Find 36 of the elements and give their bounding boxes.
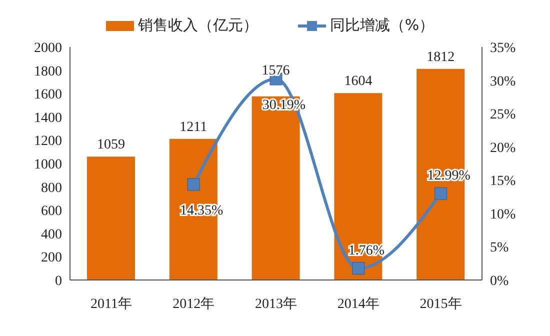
y2-tick-label: 35% <box>490 40 516 56</box>
y-tick-label: 1800 <box>34 64 62 80</box>
y-tick-label: 1400 <box>34 110 62 126</box>
y-tick-label: 1200 <box>34 134 62 150</box>
legend-label: 销售收入（亿元） <box>136 16 258 35</box>
y2-tick-label: 0% <box>490 274 509 289</box>
data-label: 1812 <box>426 50 455 65</box>
bar <box>87 156 135 280</box>
y-tick-label: 800 <box>41 180 62 196</box>
point <box>352 262 365 275</box>
y-tick-label: 1000 <box>34 157 62 172</box>
data-label: 1211 <box>180 120 208 135</box>
x-tick-label: 2013年 <box>255 296 297 312</box>
y-tick-label: 400 <box>41 227 62 242</box>
y2-tick-label: 20% <box>490 140 516 156</box>
point <box>187 178 200 191</box>
legend-label: 同比增减（%） <box>328 16 434 35</box>
y-tick-label: 200 <box>41 250 62 266</box>
data-label: 1604 <box>344 74 372 90</box>
x-tick-label: 2012年 <box>172 296 215 312</box>
y-tick-label: 600 <box>41 204 62 220</box>
y-tick-label: 1600 <box>34 88 62 103</box>
y2-tick-label: 25% <box>490 108 516 123</box>
x-tick-label: 2011年 <box>90 296 132 312</box>
point <box>434 187 448 200</box>
y2-tick-label: 10% <box>490 207 516 222</box>
y2-tick-label: 15% <box>490 174 516 190</box>
bar <box>334 93 382 280</box>
x-tick-label: 2015年 <box>420 296 462 312</box>
x-tick-label: 2014年 <box>337 296 380 312</box>
y-tick-label: 0 <box>55 274 62 289</box>
y-tick-label: 2000 <box>34 40 62 56</box>
y2-tick-label: 5% <box>490 240 509 256</box>
y2-tick-label: 30% <box>490 74 516 90</box>
data-label: 1576 <box>262 63 290 78</box>
data-label: 1059 <box>97 138 125 153</box>
